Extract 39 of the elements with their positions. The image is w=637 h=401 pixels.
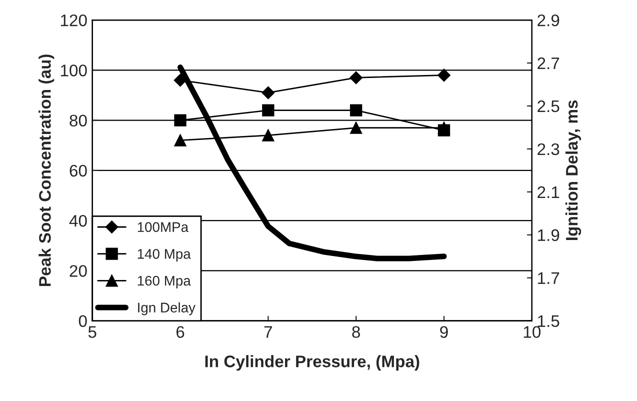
point [174, 134, 186, 146]
y-tick-label: 80 [70, 114, 87, 127]
x-tick-label: 9 [440, 326, 448, 338]
y-tick-label: 100 [60, 64, 87, 76]
point [438, 124, 450, 136]
y2-tick-label: 1.5 [538, 315, 560, 328]
point [262, 86, 275, 100]
x-tick-label: 5 [88, 326, 96, 338]
y2-tick-label: 2.5 [538, 100, 560, 112]
legend-label: 160 Mpa [138, 276, 191, 288]
point [438, 68, 450, 82]
x-tick-label: 8 [352, 326, 360, 338]
y-tick-label: 0 [78, 315, 87, 328]
legend-label: Ign Delay [138, 302, 196, 316]
legend-label: 100MPa [138, 222, 189, 232]
y2-tick-label: 1.7 [538, 272, 560, 284]
y-tick-label: 40 [69, 214, 87, 227]
point [262, 104, 274, 116]
point [174, 114, 186, 126]
x-tick-label: 10 [524, 326, 541, 338]
y-tick-label: 20 [70, 265, 87, 277]
x-tick-label: 6 [176, 326, 184, 338]
y2-axis-title: Ignition Delay, ms [565, 100, 582, 240]
y2-tick-label: 2.9 [538, 14, 560, 26]
y-tick-label: 120 [60, 14, 87, 26]
x-axis-title: In Cylinder Pressure, (Mpa) [205, 355, 420, 371]
point [174, 74, 187, 87]
y2-tick-label: 2.7 [538, 57, 560, 70]
point [350, 71, 362, 84]
legend-label: 140 Mpa [138, 248, 191, 262]
point [350, 122, 362, 134]
y2-tick-label: 1.9 [538, 229, 560, 242]
point [350, 104, 362, 116]
y-axis-title: Peak Soot Concentration (au) [38, 54, 54, 286]
y2-tick-label: 2.3 [538, 143, 560, 156]
y2-tick-label: 2.1 [538, 186, 560, 198]
y-tick-label: 60 [70, 164, 87, 177]
x-tick-label: 7 [264, 326, 272, 338]
point [262, 129, 274, 142]
